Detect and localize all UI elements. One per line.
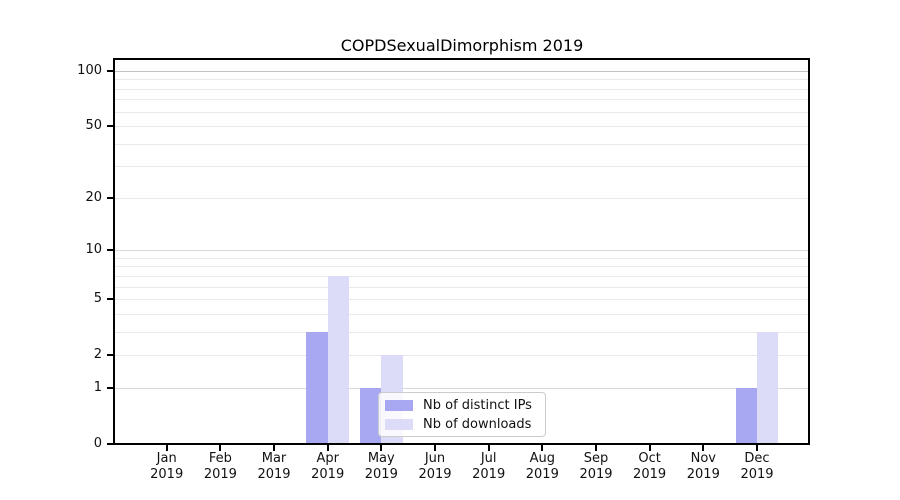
bar-apr-downloads: [327, 275, 350, 444]
x-tick-mark-may: [380, 445, 383, 451]
bar-may-distinct-ips: [359, 388, 382, 444]
x-tick-mark-apr: [326, 445, 329, 451]
y-tick-label-1: 1: [93, 380, 102, 395]
x-tick-label-jan: Jan 2019: [150, 451, 184, 482]
y-tick-label-2: 2: [93, 347, 102, 363]
x-tick-label-dec: Dec 2019: [740, 451, 774, 482]
legend-swatch-downloads: [385, 418, 413, 430]
y-tick-mark-50: [107, 125, 113, 128]
x-tick-mark-oct: [648, 445, 651, 451]
gridline-minor-20: [115, 198, 808, 199]
gridline-minor-4: [115, 314, 808, 315]
x-tick-label-mar: Mar 2019: [257, 451, 291, 482]
y-tick-label-100: 100: [77, 63, 102, 78]
y-tick-mark-0: [107, 443, 113, 445]
plot-frame: [113, 58, 810, 445]
legend-row-downloads: Nb of downloads: [385, 417, 539, 432]
gridline-major-1: [115, 388, 808, 389]
x-tick-mark-jun: [434, 445, 436, 451]
gridline-minor-5: [115, 299, 808, 300]
y-tick-label-10: 10: [85, 242, 102, 258]
bar-apr-distinct-ips: [306, 332, 328, 444]
x-tick-label-sep: Sep 2019: [579, 451, 613, 482]
x-tick-mark-aug: [541, 445, 544, 451]
x-tick-mark-mar: [273, 445, 275, 451]
gridline-minor-70: [115, 99, 808, 100]
gridline-minor-60: [115, 112, 808, 113]
x-tick-label-aug: Aug 2019: [525, 451, 559, 482]
legend-label-distinct-ips: Nb of distinct IPs: [423, 397, 532, 413]
y-tick-mark-2: [107, 354, 113, 357]
gridline-minor-90: [115, 79, 808, 80]
y-tick-mark-10: [107, 249, 113, 252]
gridline-major-10: [115, 250, 808, 251]
gridline-minor-7: [115, 276, 808, 277]
gridline-major-100: [115, 71, 808, 72]
gridline-minor-2: [115, 355, 808, 356]
gridline-minor-3: [115, 332, 808, 333]
legend-label-downloads: Nb of downloads: [423, 416, 532, 432]
y-tick-label-50: 50: [85, 118, 102, 134]
x-tick-mark-sep: [595, 445, 597, 451]
x-tick-label-apr: Apr 2019: [311, 451, 345, 482]
legend-swatch-distinct-ips: [385, 399, 413, 411]
x-tick-label-nov: Nov 2019: [686, 451, 720, 482]
bar-dec-downloads: [757, 332, 779, 444]
y-tick-mark-100: [107, 70, 113, 72]
gridline-minor-8: [115, 266, 808, 267]
y-tick-mark-20: [107, 196, 113, 199]
x-tick-label-feb: Feb 2019: [203, 451, 237, 482]
y-tick-mark-5: [107, 298, 113, 301]
x-tick-mark-jan: [165, 445, 168, 451]
legend-row-distinct-ips: Nb of distinct IPs: [385, 398, 539, 413]
x-tick-mark-nov: [702, 445, 705, 451]
gridline-minor-9: [115, 258, 808, 259]
x-tick-mark-dec: [756, 445, 758, 451]
y-tick-label-20: 20: [85, 189, 102, 205]
x-tick-label-may: May 2019: [364, 451, 398, 482]
gridline-minor-40: [115, 144, 808, 145]
x-tick-mark-jul: [487, 445, 490, 451]
y-tick-label-5: 5: [93, 291, 102, 307]
y-tick-mark-1: [107, 387, 113, 389]
gridline-minor-50: [115, 126, 808, 127]
x-tick-label-oct: Oct 2019: [633, 451, 667, 482]
x-tick-label-jun: Jun 2019: [418, 451, 452, 482]
chart-title: COPDSexualDimorphism 2019: [340, 36, 584, 55]
legend: Nb of distinct IPs Nb of downloads: [378, 392, 546, 437]
gridline-minor-30: [115, 166, 808, 167]
gridline-minor-6: [115, 287, 808, 288]
bar-dec-distinct-ips: [735, 388, 757, 444]
y-tick-label-0: 0: [93, 436, 102, 451]
gridline-minor-80: [115, 89, 808, 90]
x-tick-label-jul: Jul 2019: [472, 451, 506, 482]
x-tick-mark-feb: [219, 445, 222, 451]
